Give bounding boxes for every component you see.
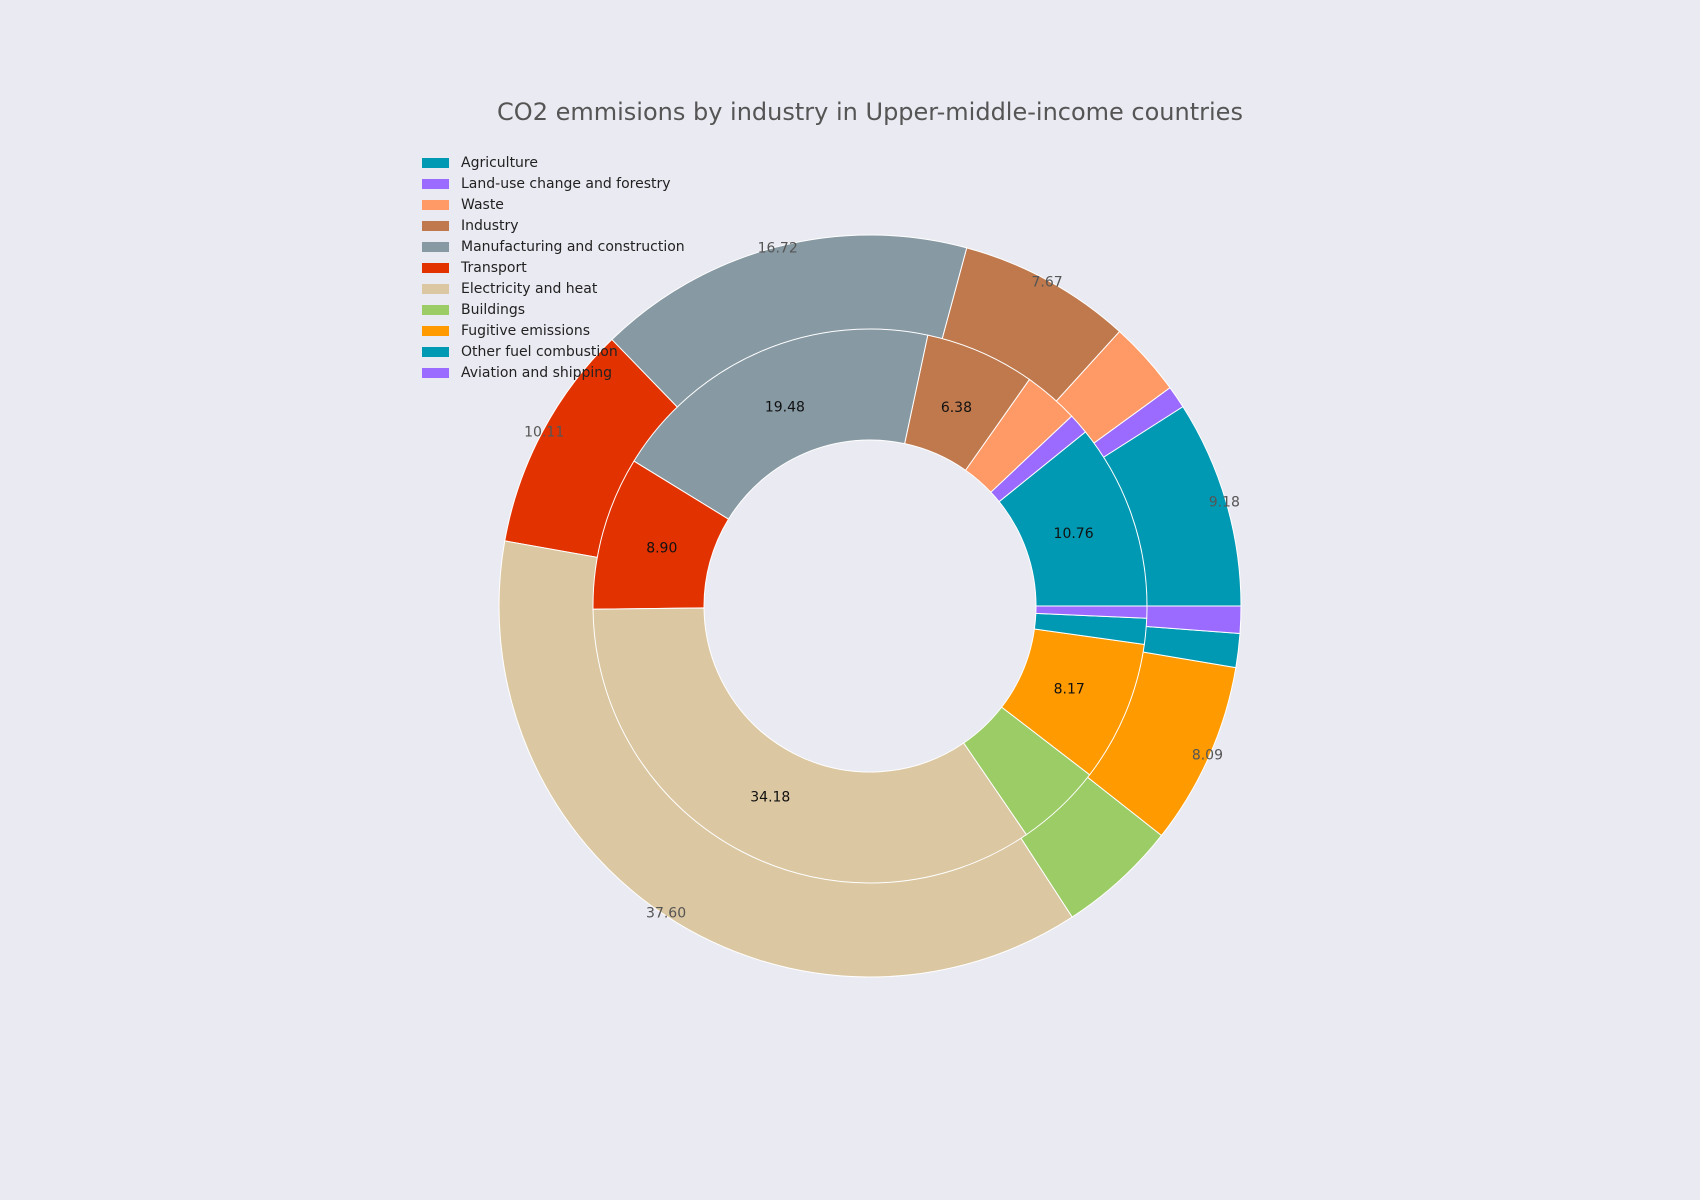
legend-item: Electricity and heat bbox=[422, 278, 685, 299]
legend-item: Fugitive emissions bbox=[422, 320, 685, 341]
inner-data-label-6: 34.18 bbox=[750, 790, 790, 806]
inner-slice-6 bbox=[592, 607, 1028, 884]
inner-data-label-4: 19.48 bbox=[765, 400, 805, 416]
legend-swatch bbox=[422, 367, 449, 378]
legend-item: Other fuel combustion bbox=[422, 341, 685, 362]
legend-item: Aviation and shipping bbox=[422, 362, 685, 383]
legend-swatch bbox=[422, 283, 449, 294]
legend-swatch bbox=[422, 325, 449, 336]
legend-label: Aviation and shipping bbox=[461, 364, 613, 381]
legend-item: Waste bbox=[422, 194, 685, 215]
inner-slice-10 bbox=[1035, 605, 1148, 619]
legend-swatch bbox=[422, 262, 449, 273]
outer-data-label-6: 37.60 bbox=[646, 906, 686, 922]
legend-item: Land-use change and forestry bbox=[422, 173, 685, 194]
outer-data-label-0: 9.18 bbox=[1209, 495, 1240, 511]
legend-item: Transport bbox=[422, 257, 685, 278]
legend-label: Buildings bbox=[461, 301, 526, 318]
outer-data-label-4: 16.72 bbox=[758, 241, 798, 257]
legend-swatch bbox=[422, 220, 449, 231]
legend-item: Agriculture bbox=[422, 152, 685, 173]
inner-slice-4 bbox=[633, 328, 929, 520]
outer-data-label-3: 7.67 bbox=[1032, 274, 1063, 290]
legend-label: Agriculture bbox=[461, 154, 538, 171]
chart-title: CO2 emmisions by industry in Upper-middl… bbox=[497, 98, 1243, 126]
legend-swatch bbox=[422, 304, 449, 315]
inner-data-label-5: 8.90 bbox=[646, 541, 677, 557]
legend-label: Electricity and heat bbox=[461, 280, 598, 297]
inner-data-label-0: 10.76 bbox=[1054, 526, 1094, 542]
legend-label: Fugitive emissions bbox=[461, 322, 591, 339]
legend-swatch bbox=[422, 346, 449, 357]
legend-label: Other fuel combustion bbox=[461, 343, 618, 360]
legend-label: Land-use change and forestry bbox=[461, 175, 671, 192]
inner-data-label-3: 6.38 bbox=[941, 400, 972, 416]
legend-label: Manufacturing and construction bbox=[461, 238, 685, 255]
legend-label: Waste bbox=[461, 196, 504, 213]
legend-item: Buildings bbox=[422, 299, 685, 320]
legend-item: Manufacturing and construction bbox=[422, 236, 685, 257]
legend-item: Industry bbox=[422, 215, 685, 236]
outer-data-label-5: 10.11 bbox=[524, 425, 564, 441]
legend-label: Industry bbox=[461, 217, 519, 234]
legend-swatch bbox=[422, 199, 449, 210]
legend-swatch bbox=[422, 157, 449, 168]
outer-data-label-8: 8.09 bbox=[1192, 747, 1223, 763]
inner-data-label-8: 8.17 bbox=[1054, 682, 1085, 698]
legend-swatch bbox=[422, 178, 449, 189]
legend-swatch bbox=[422, 241, 449, 252]
legend: Agriculture Land-use change and forestry W… bbox=[422, 152, 685, 383]
legend-label: Transport bbox=[461, 259, 527, 276]
